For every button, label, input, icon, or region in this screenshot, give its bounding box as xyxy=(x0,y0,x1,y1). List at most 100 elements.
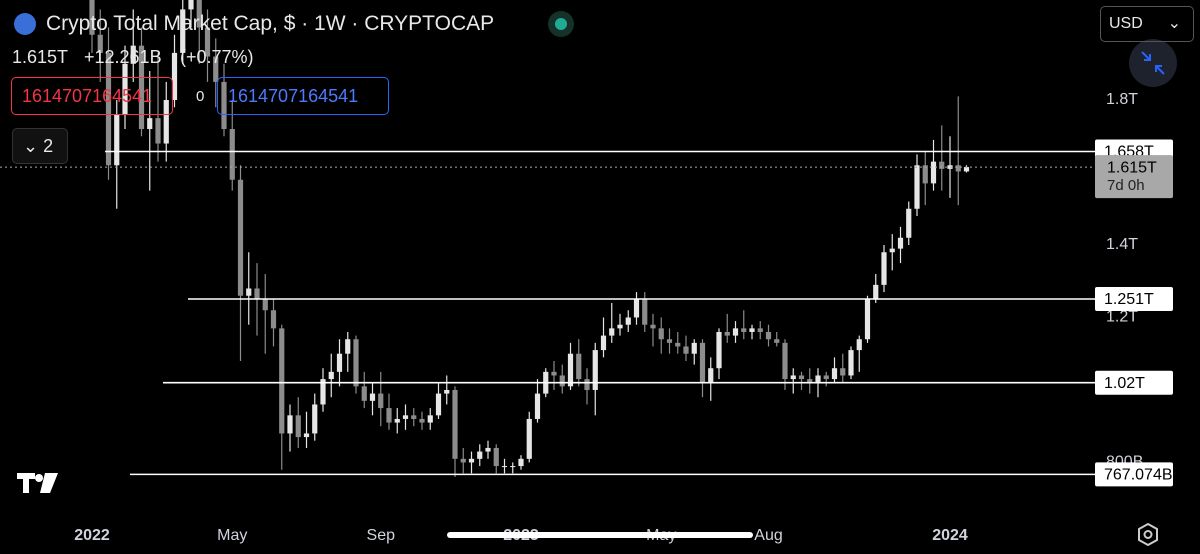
candle-body xyxy=(204,27,211,57)
candle-body xyxy=(782,342,788,380)
x-tick-label: 2024 xyxy=(932,527,968,544)
x-tick-label: Aug xyxy=(754,527,782,544)
candle-body xyxy=(345,339,351,354)
candle-body xyxy=(427,415,433,423)
candle-body xyxy=(279,328,285,434)
x-tick-label: Sep xyxy=(367,527,396,544)
candle-body xyxy=(584,379,590,390)
candle-body xyxy=(922,165,928,184)
candle-body xyxy=(171,52,178,101)
candle-body xyxy=(798,375,805,380)
candle-body xyxy=(518,458,524,467)
candle-body xyxy=(89,0,95,35)
candle-body xyxy=(485,447,491,452)
candle-body xyxy=(831,368,838,380)
chart-title: Crypto Total Market Cap, $ · 1W · CRYPTO… xyxy=(46,12,495,35)
candle-body xyxy=(386,408,392,423)
candle-body xyxy=(633,299,640,318)
candle-body xyxy=(955,165,961,172)
candle-body xyxy=(468,458,475,463)
red-box[interactable]: 1614707164541 xyxy=(11,77,173,115)
candle-body xyxy=(642,299,648,325)
level-label-box xyxy=(1095,462,1173,487)
candle-body xyxy=(444,389,450,394)
tv-logo xyxy=(17,473,58,493)
candle-body xyxy=(510,466,516,468)
dropdown-arrow: ⌄ xyxy=(1167,15,1181,32)
settings-icon[interactable] xyxy=(1138,522,1158,547)
indicator-count: 2 xyxy=(43,136,54,156)
candle-body xyxy=(675,342,681,347)
candle-body xyxy=(188,0,194,10)
candle-body xyxy=(840,368,846,376)
candle-body xyxy=(567,353,574,387)
candle-body xyxy=(155,118,161,144)
candle-body xyxy=(708,368,714,383)
candle-body xyxy=(303,433,310,438)
candle-body xyxy=(477,451,483,459)
candle-body xyxy=(435,393,442,416)
level-label-box xyxy=(1095,370,1173,395)
indicator-toggle[interactable]: ⌄ 2 xyxy=(12,128,68,164)
y-tick-label: 1.2T xyxy=(1106,309,1138,326)
candle-body xyxy=(790,375,796,380)
change: +12.261B xyxy=(84,47,162,67)
candle-body xyxy=(881,252,887,285)
candle-body xyxy=(237,179,244,296)
x-tick-label: 2022 xyxy=(74,527,110,544)
candle-body xyxy=(534,393,541,419)
candle-body xyxy=(138,45,145,130)
candle-body xyxy=(105,52,112,166)
candle-body xyxy=(361,386,367,401)
candle-body xyxy=(897,237,904,249)
candle-body xyxy=(823,375,829,380)
candle-body xyxy=(551,371,557,376)
zero: 0 xyxy=(196,88,205,105)
candle-body xyxy=(163,100,169,144)
candle-body xyxy=(939,161,945,169)
candle-body xyxy=(691,342,697,354)
last-price-label: 1.615T xyxy=(1107,159,1157,176)
candle-body xyxy=(873,284,879,300)
candle-body xyxy=(221,81,227,130)
level-label: 1.02T xyxy=(1104,375,1145,392)
candle-layer xyxy=(89,0,970,477)
candle-body xyxy=(262,299,268,311)
candle-body xyxy=(724,331,730,336)
candle-body xyxy=(328,371,334,380)
candle-body xyxy=(666,339,673,343)
candle-body xyxy=(683,346,689,354)
candle-body xyxy=(765,331,772,340)
candle-body xyxy=(369,393,376,401)
candle-body xyxy=(320,379,326,405)
header-price: 1.615T xyxy=(12,47,69,67)
candle-body xyxy=(749,328,755,332)
candle-body xyxy=(213,56,219,82)
candle-body xyxy=(864,299,871,340)
candle-body xyxy=(97,34,103,53)
candle-body xyxy=(378,393,384,409)
blue-box[interactable]: 1614707164541 xyxy=(217,77,389,115)
candle-body xyxy=(650,324,656,329)
countdown: 7d 0h xyxy=(1107,177,1145,194)
candle-body xyxy=(353,339,359,387)
candle-body xyxy=(856,339,862,351)
candle-body xyxy=(196,0,202,28)
candle-body xyxy=(592,350,598,390)
candle-body xyxy=(889,248,895,253)
level-label: 767.074B xyxy=(1104,467,1173,484)
candle-body xyxy=(114,114,120,166)
candle-body xyxy=(452,389,458,459)
candle-body xyxy=(699,342,706,383)
candle-body xyxy=(419,418,425,423)
candle-body xyxy=(402,415,409,419)
candle-body xyxy=(287,415,293,434)
candle-body xyxy=(576,353,582,380)
level-label-box xyxy=(1095,286,1173,311)
collapse-button[interactable] xyxy=(1129,39,1177,87)
candle-body xyxy=(229,129,235,180)
candle-body xyxy=(559,375,565,387)
currency-select[interactable]: USD ⌄ xyxy=(1100,6,1194,42)
last-price-box xyxy=(1095,155,1173,199)
candle-body xyxy=(716,331,722,369)
